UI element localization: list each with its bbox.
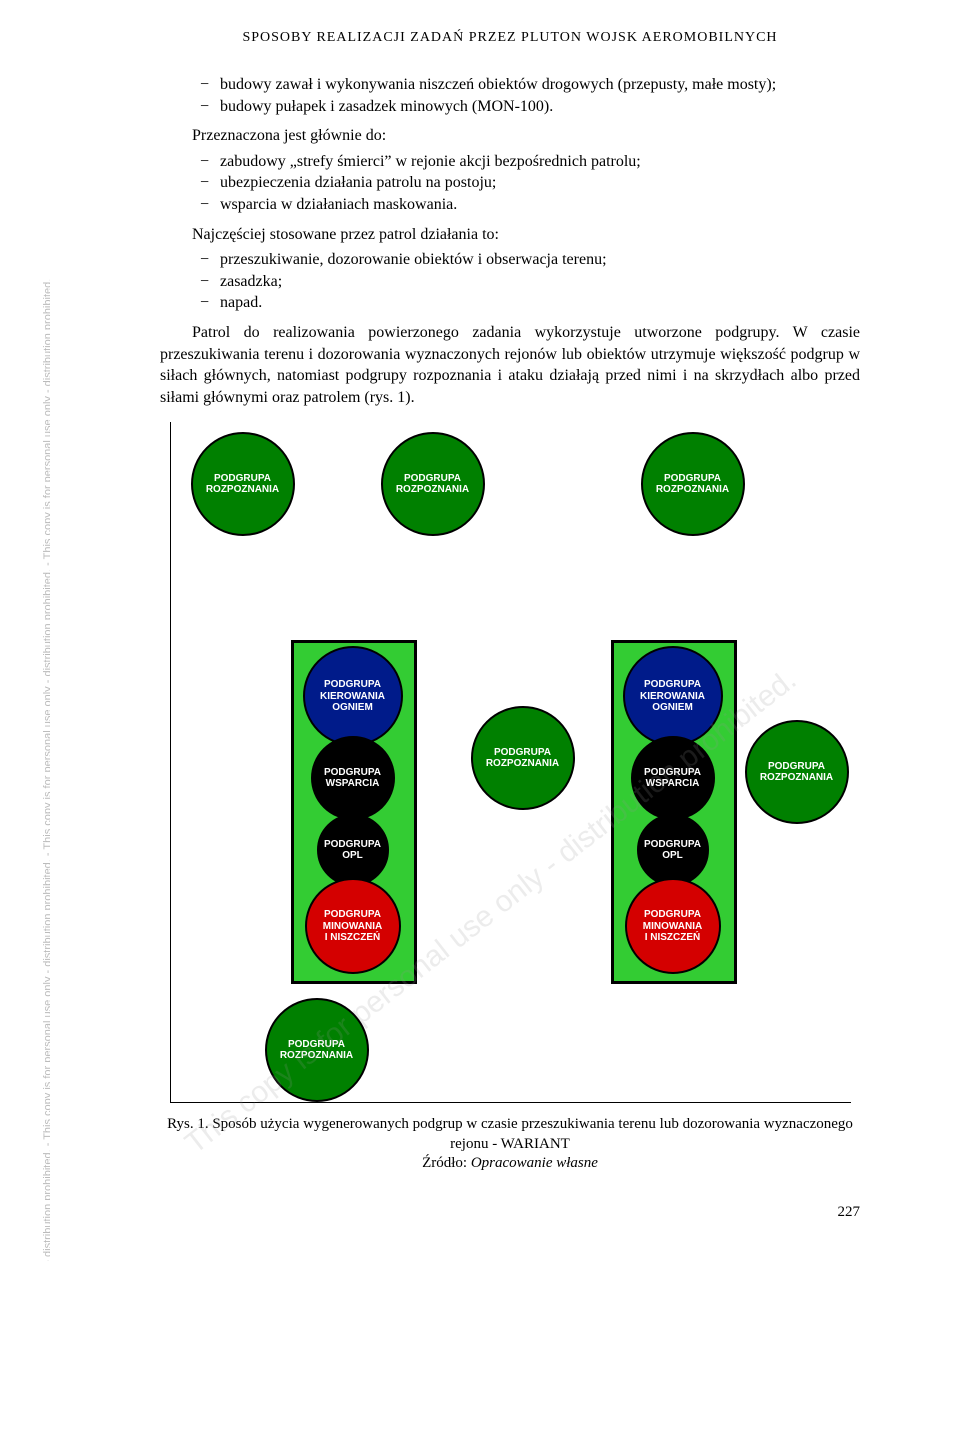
diagram-node: PODGRUPAROZPOZNANIA [265, 998, 369, 1102]
diagram-node: PODGRUPAROZPOZNANIA [381, 432, 485, 536]
paragraph: Najczęściej stosowane przez patrol dział… [160, 224, 860, 246]
bullet-list-1: budowy zawał i wykonywania niszczeń obie… [160, 74, 860, 117]
list-item: zabudowy „strefy śmierci” w rejonie akcj… [160, 151, 860, 173]
diagram-node: PODGRUPAKIEROWANIAOGNIEM [303, 646, 403, 746]
diagram-node: PODGRUPAROZPOZNANIA [641, 432, 745, 536]
figure-caption: Rys. 1. Sposób użycia wygenerowanych pod… [160, 1115, 860, 1174]
list-item: budowy zawał i wykonywania niszczeń obie… [160, 74, 860, 96]
body-text: budowy zawał i wykonywania niszczeń obie… [160, 74, 860, 408]
diagram-node: PODGRUPAOPL [317, 814, 389, 886]
page-header-title: SPOSOBY REALIZACJI ZADAŃ PRZEZ PLUTON WO… [160, 30, 860, 46]
diagram-node: PODGRUPAKIEROWANIAOGNIEM [623, 646, 723, 746]
bullet-list-2: zabudowy „strefy śmierci” w rejonie akcj… [160, 151, 860, 216]
paragraph: Patrol do realizowania powierzonego zada… [160, 322, 860, 408]
list-item: zasadzka; [160, 271, 860, 293]
bullet-list-3: przeszukiwanie, dozorowanie obiektów i o… [160, 249, 860, 314]
diagram-node: PODGRUPAROZPOZNANIA [191, 432, 295, 536]
page-number: 227 [160, 1204, 860, 1221]
list-item: napad. [160, 292, 860, 314]
diagram-node: PODGRUPAMINOWANIAI NISZCZEŃ [625, 878, 721, 974]
caption-line2-prefix: Źródło: [422, 1155, 471, 1171]
list-item: przeszukiwanie, dozorowanie obiektów i o… [160, 249, 860, 271]
diagram-node: PODGRUPAROZPOZNANIA [471, 706, 575, 810]
diagram-node: PODGRUPAROZPOZNANIA [745, 720, 849, 824]
paragraph: Przeznaczona jest głównie do: [160, 125, 860, 147]
list-item: ubezpieczenia działania patrolu na posto… [160, 172, 860, 194]
diagram-node: PODGRUPAOPL [637, 814, 709, 886]
caption-line2-italic: Opracowanie własne [471, 1155, 598, 1171]
caption-line1: Rys. 1. Sposób użycia wygenerowanych pod… [167, 1116, 853, 1152]
list-item: wsparcia w działaniach maskowania. [160, 194, 860, 216]
page: SPOSOBY REALIZACJI ZADAŃ PRZEZ PLUTON WO… [0, 0, 960, 1261]
list-item: budowy pułapek i zasadzek minowych (MON-… [160, 96, 860, 118]
figure-diagram: PODGRUPAROZPOZNANIAPODGRUPAROZPOZNANIAPO… [170, 422, 851, 1103]
diagram-node: PODGRUPAMINOWANIAI NISZCZEŃ [305, 878, 401, 974]
diagram-node: PODGRUPAWSPARCIA [631, 736, 715, 820]
diagram-node: PODGRUPAWSPARCIA [311, 736, 395, 820]
